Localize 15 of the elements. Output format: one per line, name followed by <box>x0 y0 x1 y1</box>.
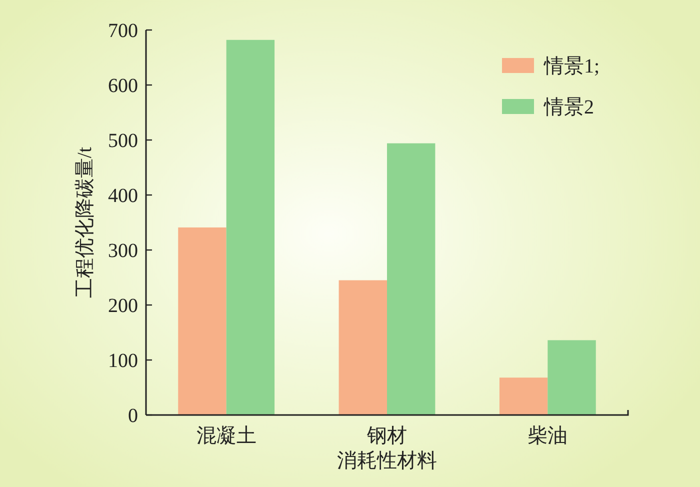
y-tick-label: 500 <box>108 130 138 152</box>
y-tick-label: 700 <box>108 20 138 42</box>
y-tick-label: 600 <box>108 75 138 97</box>
y-tick-label: 0 <box>128 405 138 427</box>
x-axis-title: 消耗性材料 <box>337 450 437 472</box>
y-tick-label: 400 <box>108 185 138 207</box>
y-tick-label: 300 <box>108 240 138 262</box>
x-tick-label: 钢材 <box>366 425 407 447</box>
y-axis-title: 工程优化降碳量/t <box>74 146 96 298</box>
x-tick-label: 柴油 <box>528 425 568 447</box>
legend-label: 情景1; <box>543 56 600 78</box>
x-tick-label: 混凝土 <box>196 425 256 447</box>
y-tick-label: 200 <box>108 295 138 317</box>
legend-label: 情景2 <box>543 96 594 118</box>
y-tick-label: 100 <box>108 350 138 372</box>
